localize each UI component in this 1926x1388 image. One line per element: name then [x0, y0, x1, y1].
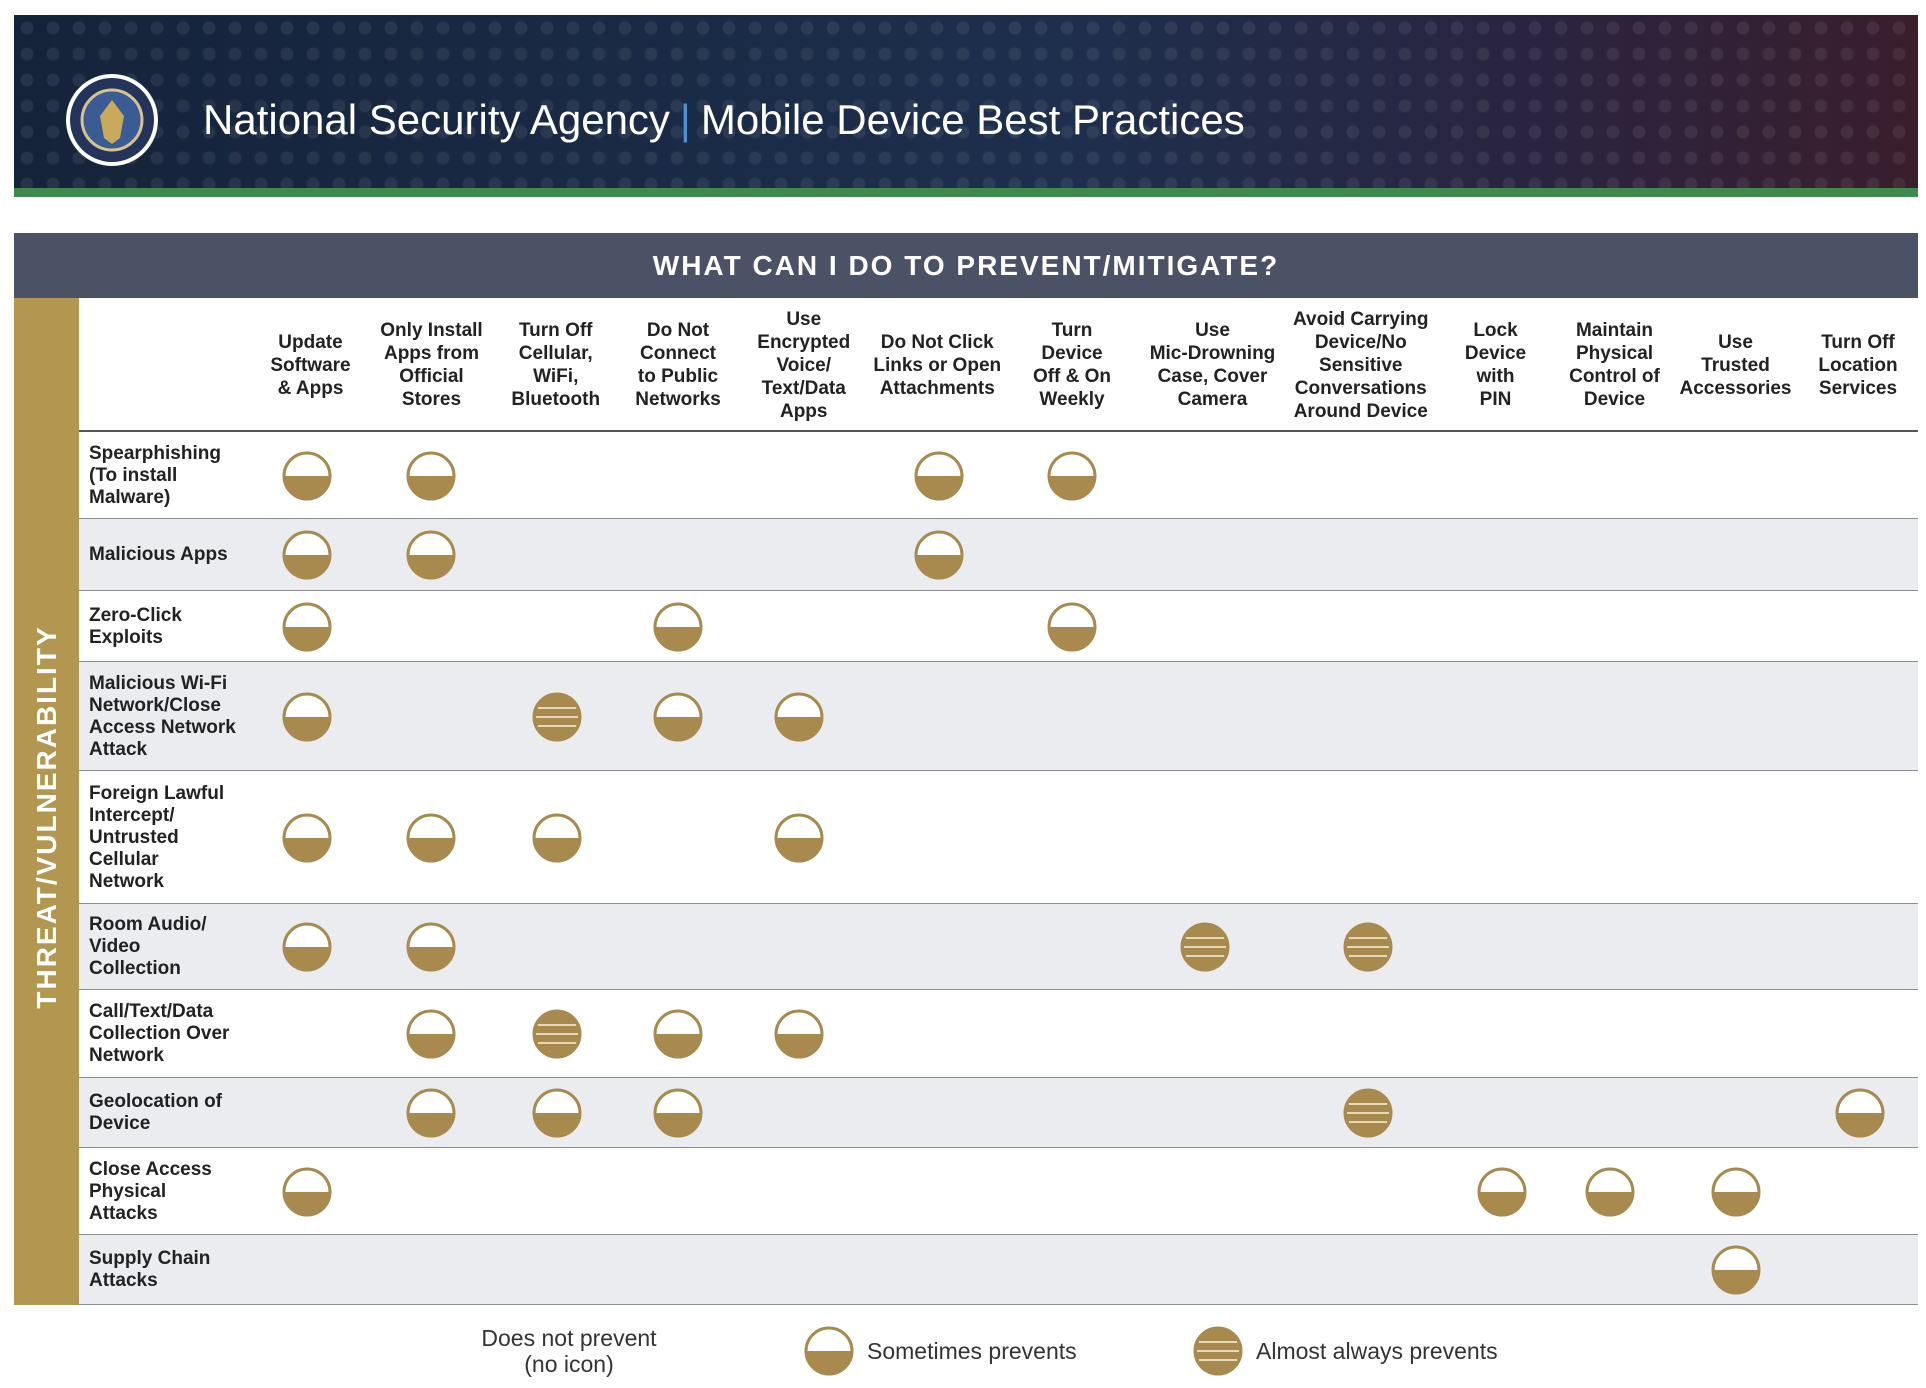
legend-label: Almost always prevents	[1256, 1338, 1498, 1364]
row-background	[79, 519, 1918, 591]
sometimes-icon	[914, 530, 964, 580]
agency-seal	[66, 74, 158, 166]
separator: |	[679, 96, 691, 143]
subtitle: Mobile Device Best Practices	[700, 96, 1245, 143]
sometimes-icon	[653, 692, 703, 741]
sometimes-icon	[532, 813, 582, 862]
sometimes-icon	[282, 1167, 332, 1216]
row-label: Geolocation of Device	[89, 1091, 222, 1134]
almost-always-icon	[1193, 1326, 1243, 1376]
column-header: Use Mic-Drowning Case, Cover Camera	[1149, 320, 1276, 410]
row-label: Supply Chain Attacks	[89, 1248, 211, 1291]
banner	[14, 15, 1918, 197]
sometimes-icon	[774, 692, 824, 741]
column-header: Use Trusted Accessories	[1679, 331, 1792, 399]
header-rule	[79, 430, 1918, 432]
sometimes-icon	[282, 922, 332, 972]
sometimes-icon	[282, 530, 332, 580]
row-label: Room Audio/ Video Collection	[89, 914, 207, 979]
almost-always-icon	[532, 692, 582, 741]
sometimes-icon	[1477, 1167, 1527, 1216]
row-background	[79, 662, 1918, 771]
row-background	[79, 1148, 1918, 1235]
sometimes-icon	[282, 692, 332, 741]
row-background	[79, 591, 1918, 662]
sometimes-icon	[406, 1009, 456, 1059]
sometimes-icon	[406, 922, 456, 972]
column-header: Update Software & Apps	[270, 331, 351, 399]
row-label: Malicious Wi-Fi Network/Close Access Net…	[89, 672, 236, 760]
almost-always-icon	[1180, 922, 1230, 972]
column-header: Turn Off Location Services	[1818, 331, 1898, 399]
column-header: Use Encrypted Voice/ Text/Data Apps	[757, 308, 851, 422]
row-background	[79, 990, 1918, 1078]
sometimes-icon	[532, 1088, 582, 1138]
row-label: Call/Text/Data Collection Over Network	[89, 1001, 230, 1066]
almost-always-icon	[1343, 1088, 1393, 1138]
almost-always-icon	[1343, 922, 1393, 972]
column-header: Turn Off Cellular, WiFi, Bluetooth	[511, 320, 601, 410]
side-label: THREAT/VULNERABILITY	[31, 625, 62, 1009]
row-label: Spearphishing (To install Malware)	[89, 442, 221, 508]
column-header: Avoid Carrying Device/No Sensitive Conve…	[1293, 308, 1429, 422]
sometimes-icon	[282, 813, 332, 862]
sometimes-icon	[804, 1326, 854, 1376]
sometimes-icon	[1835, 1088, 1885, 1138]
side-band	[14, 298, 79, 1305]
almost-always-icon	[532, 1009, 582, 1059]
row-background	[79, 771, 1918, 904]
sometimes-icon	[774, 1009, 824, 1059]
header-title: National Security Agency | Mobile Device B…	[203, 96, 1245, 144]
column-header: Do Not Click Links or Open Attachments	[873, 331, 1002, 399]
table-title: WHAT CAN I DO TO PREVENT/MITIGATE?	[14, 233, 1918, 298]
row-background	[79, 904, 1918, 990]
sometimes-icon	[1047, 451, 1097, 500]
sometimes-icon	[406, 1088, 456, 1138]
column-header: Turn Device Off & On Weekly	[1032, 320, 1112, 410]
sometimes-icon	[1585, 1167, 1635, 1216]
legend-label: Does not prevent (no icon)	[481, 1325, 657, 1377]
sometimes-icon	[653, 602, 703, 651]
row-label: Malicious Apps	[89, 544, 228, 565]
row-background	[79, 432, 1918, 519]
column-header: Only Install Apps from Official Stores	[380, 320, 483, 410]
sometimes-icon	[914, 451, 964, 500]
row-background	[79, 1235, 1918, 1305]
column-header: Lock Device with PIN	[1464, 320, 1527, 410]
legend-label: Sometimes prevents	[867, 1338, 1077, 1364]
sometimes-icon	[653, 1009, 703, 1059]
agency-name: National Security Agency	[203, 96, 670, 143]
sometimes-icon	[653, 1088, 703, 1138]
sometimes-icon	[282, 602, 332, 651]
row-background	[79, 1078, 1918, 1148]
sometimes-icon	[282, 451, 332, 500]
row-label: Zero-Click Exploits	[89, 604, 182, 648]
row-label: Foreign Lawful Intercept/ Untrusted Cell…	[89, 782, 225, 892]
sometimes-icon	[1711, 1245, 1761, 1295]
sometimes-icon	[406, 451, 456, 500]
sometimes-icon	[1047, 602, 1097, 651]
column-header: Maintain Physical Control of Device	[1569, 320, 1660, 410]
sometimes-icon	[406, 813, 456, 862]
column-header: Do Not Connect to Public Networks	[635, 320, 721, 410]
sometimes-icon	[774, 813, 824, 862]
sometimes-icon	[406, 530, 456, 580]
row-label: Close Access Physical Attacks	[89, 1158, 212, 1224]
sometimes-icon	[1711, 1167, 1761, 1216]
